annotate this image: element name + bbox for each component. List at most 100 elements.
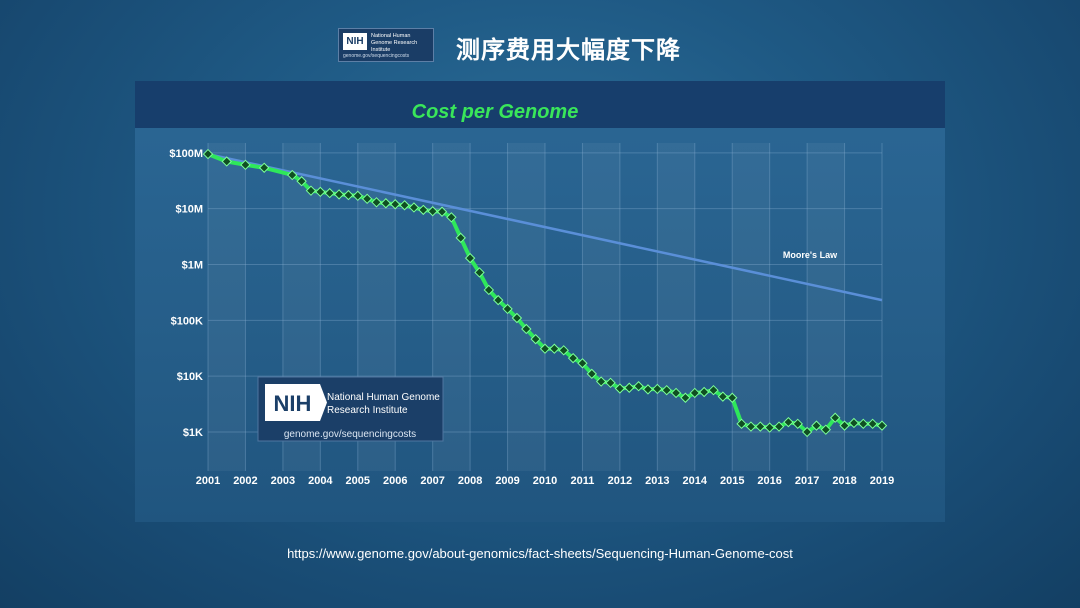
cost-point	[418, 204, 429, 216]
cost-point	[867, 418, 878, 430]
cost-point	[521, 323, 532, 335]
cost-point	[549, 343, 560, 354]
chart-title: Cost per Genome	[412, 101, 579, 123]
grid-band	[208, 143, 246, 471]
cost-point	[717, 391, 729, 402]
x-tick-label: 2015	[720, 475, 744, 487]
cost-point	[661, 384, 672, 396]
x-tick-label: 2001	[196, 475, 220, 487]
x-tick-label: 2016	[757, 475, 781, 487]
cost-point	[287, 169, 298, 181]
y-tick-label: $10K	[177, 371, 203, 383]
cost-point	[567, 352, 579, 364]
cost-point	[801, 426, 813, 438]
cost-point	[221, 156, 232, 167]
cost-point	[577, 358, 588, 369]
cost-point	[670, 387, 682, 399]
nih-logo-box	[265, 384, 320, 421]
cost-point	[680, 392, 691, 403]
chart-title-band	[135, 81, 945, 128]
cost-point	[773, 421, 785, 432]
cost-point	[530, 333, 541, 345]
x-tick-label: 2011	[571, 475, 595, 487]
cost-point	[605, 377, 616, 389]
cost-point	[633, 381, 644, 392]
x-tick-label: 2019	[870, 475, 894, 487]
x-tick-label: 2006	[383, 475, 407, 487]
grid-band	[657, 143, 695, 471]
nih-logo-mark: NIH	[343, 33, 367, 50]
cost-point	[361, 193, 373, 205]
cost-point	[427, 206, 438, 217]
x-tick-label: 2004	[308, 475, 333, 487]
cost-point	[876, 420, 888, 431]
cost-point	[343, 189, 354, 201]
x-tick-label: 2018	[832, 475, 856, 487]
cost-point	[811, 420, 822, 431]
cost-point	[502, 303, 513, 315]
y-axis-labels: $100M $10M $1M $100K $10K $1K	[169, 148, 203, 439]
slide-title: 测序费用大幅度下降	[456, 37, 681, 64]
cost-point	[240, 159, 251, 171]
x-tick-label: 2008	[458, 475, 482, 487]
chart-panel: Cost per Genome $100M $10M $1M $100K $10K $1K…	[135, 81, 945, 522]
cost-point	[371, 197, 382, 208]
cost-point	[408, 202, 420, 213]
cost-point	[296, 176, 307, 187]
cost-point	[558, 345, 569, 356]
cost-point	[624, 382, 635, 393]
cost-point	[202, 148, 214, 160]
cost-point	[352, 190, 363, 202]
cost-point	[829, 412, 841, 423]
cost-point	[315, 186, 326, 198]
y-tick-label: $100M	[169, 148, 203, 160]
grid-band	[582, 143, 620, 471]
cost-point	[539, 343, 551, 354]
x-tick-label: 2012	[608, 475, 632, 487]
cost-point	[745, 421, 757, 432]
x-tick-label: 2010	[533, 475, 557, 487]
nih-header-logo: NIH National Human Genome Research Insti…	[338, 28, 434, 62]
cost-point	[492, 294, 504, 306]
nih-logo-url-text: genome.gov/sequencingcosts	[284, 429, 416, 440]
cost-point	[483, 284, 495, 296]
cost-point	[614, 383, 626, 394]
cost-point	[792, 418, 803, 430]
cost-point	[436, 206, 448, 217]
cost-point	[455, 232, 466, 244]
cost-point	[755, 421, 766, 432]
nih-logo-org-line2: Research Institute	[327, 405, 408, 416]
x-tick-label: 2002	[233, 475, 257, 487]
cost-point	[839, 420, 850, 431]
x-tick-label: 2014	[683, 475, 708, 487]
cost-series	[202, 148, 888, 438]
cost-point	[399, 200, 410, 211]
cost-point	[258, 162, 270, 173]
cost-point	[858, 418, 869, 430]
x-axis-labels: 2001 2002 2003 2004 2005 2006 2007 2008 2009 2010…	[196, 475, 894, 487]
cost-point	[464, 252, 476, 264]
cost-point	[848, 417, 860, 429]
nih-logo-org: National Human Genome Research Institute	[371, 33, 418, 53]
nih-chart-logo: NIH National Human Genome Research Insti…	[257, 376, 444, 442]
cost-point	[698, 386, 710, 398]
moores-law-label: Moore's Law	[783, 250, 838, 260]
y-tick-label: $10M	[175, 204, 203, 216]
cost-per-genome-chart: Cost per Genome $100M $10M $1M $100K $10K $1K…	[135, 81, 945, 487]
cost-point	[736, 418, 747, 430]
cost-point	[446, 212, 457, 223]
cost-point	[333, 189, 345, 200]
nih-logo-org-line1: National Human Genome	[327, 392, 440, 403]
moores-law-series: Moore's Law	[207, 152, 883, 302]
x-tick-label: 2003	[271, 475, 295, 487]
x-tick-label: 2005	[346, 475, 370, 487]
cost-point	[595, 376, 607, 387]
cost-point	[727, 392, 738, 403]
cost-point	[820, 424, 832, 435]
cost-point	[305, 185, 317, 196]
cost-point	[474, 267, 485, 278]
nih-logo-abbr: NIH	[274, 391, 312, 416]
cost-point	[324, 187, 335, 199]
cost-point	[642, 384, 654, 395]
cost-point	[708, 384, 719, 396]
